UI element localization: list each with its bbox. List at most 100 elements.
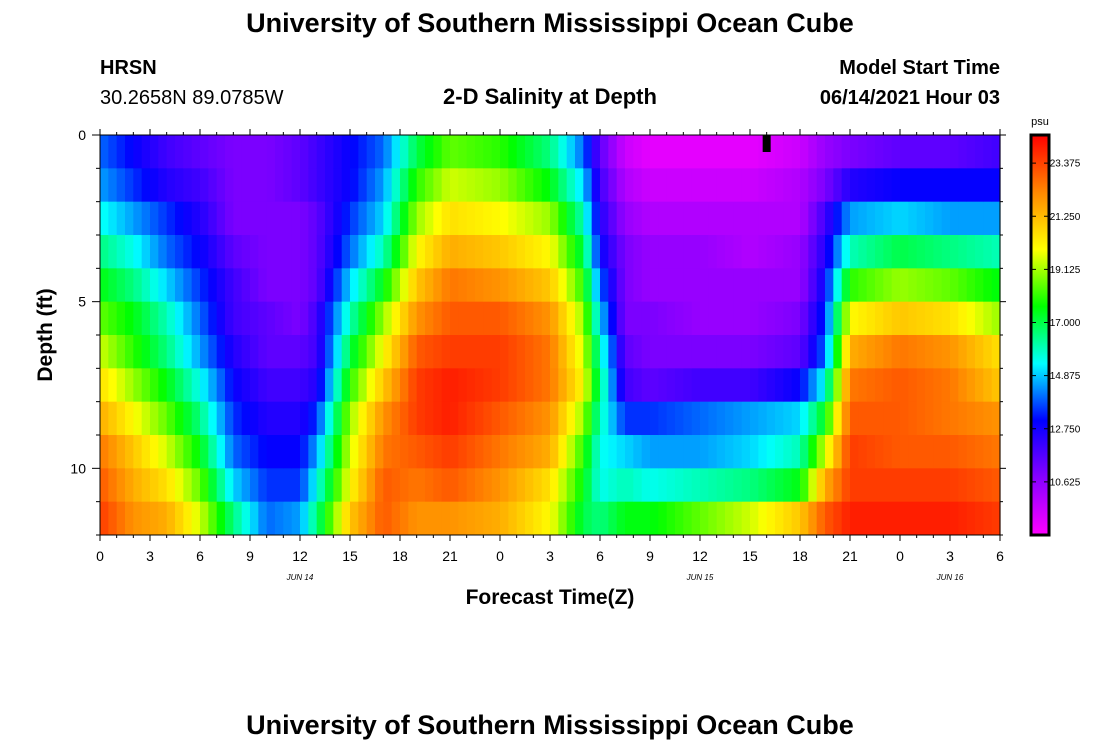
heatmap-cell <box>300 368 309 403</box>
heatmap-cell <box>758 268 768 303</box>
heatmap-cell <box>716 301 726 336</box>
heatmap-cell <box>466 501 476 536</box>
heatmap-cell <box>641 401 651 436</box>
heatmap-cell <box>908 235 918 269</box>
heatmap-cell <box>566 268 576 303</box>
heatmap-cell <box>775 168 784 203</box>
heatmap-cell <box>616 235 626 269</box>
heatmap-cell <box>808 335 818 369</box>
heatmap-cell <box>500 468 509 503</box>
heatmap-cell <box>983 368 993 403</box>
heatmap-cell <box>925 268 934 303</box>
heatmap-cell <box>366 501 376 536</box>
heatmap-cell <box>808 268 818 303</box>
heatmap-cell <box>900 435 909 469</box>
heatmap-cell <box>616 135 626 169</box>
heatmap-cell <box>566 135 576 169</box>
heatmap-cell <box>166 201 176 236</box>
heatmap-cell <box>283 501 293 536</box>
heatmap-cell <box>500 135 509 169</box>
heatmap-cell <box>316 135 326 169</box>
heatmap-cell <box>291 235 301 269</box>
heatmap-cell <box>525 335 534 369</box>
heatmap-cell <box>400 168 409 203</box>
heatmap-cell <box>675 135 684 169</box>
heatmap-cell <box>650 435 659 469</box>
heatmap-cell <box>675 235 684 269</box>
heatmap-cell <box>816 468 826 503</box>
heatmap-cell <box>575 168 584 203</box>
heatmap-cell <box>391 235 401 269</box>
heatmap-cell <box>391 368 401 403</box>
heatmap-cell <box>991 468 1001 503</box>
heatmap-cell <box>991 168 1001 203</box>
heatmap-cell <box>991 135 1001 169</box>
heatmap-cell <box>550 335 559 369</box>
heatmap-cell <box>508 268 518 303</box>
heatmap-cell <box>841 301 851 336</box>
heatmap-cell <box>641 301 651 336</box>
heatmap-cell <box>791 235 801 269</box>
heatmap-cell <box>666 335 676 369</box>
heatmap-cell <box>866 501 876 536</box>
heatmap-cell <box>308 501 318 536</box>
heatmap-cell <box>600 201 609 236</box>
heatmap-cell <box>491 168 501 203</box>
heatmap-cell <box>891 368 901 403</box>
heatmap-cell <box>733 335 743 369</box>
colorbar-unit: psu <box>1031 116 1049 128</box>
heatmap-cell <box>408 201 418 236</box>
x-axis-label: Forecast Time(Z) <box>466 586 635 609</box>
heatmap-cell <box>208 468 218 503</box>
heatmap-cell <box>575 468 584 503</box>
heatmap-cell <box>208 201 218 236</box>
heatmap-cell <box>100 468 109 503</box>
heatmap-cell <box>800 301 809 336</box>
heatmap-cell <box>925 368 934 403</box>
heatmap-cell <box>458 501 468 536</box>
heatmap-cell <box>416 168 426 203</box>
heatmap-cell <box>941 435 951 469</box>
heatmap-cell <box>866 268 876 303</box>
heatmap-cell <box>783 235 793 269</box>
heatmap-cell <box>950 135 959 169</box>
heatmap-cell <box>291 335 301 369</box>
heatmap-cell <box>333 135 343 169</box>
heatmap-cell <box>666 435 676 469</box>
heatmap-cell <box>975 501 984 536</box>
heatmap-cell <box>125 235 134 269</box>
heatmap-cell <box>775 235 784 269</box>
heatmap-cell <box>158 501 168 536</box>
heatmap-cell <box>633 135 643 169</box>
heatmap-cell <box>850 501 859 536</box>
heatmap-cell <box>341 435 351 469</box>
heatmap-cell <box>475 301 484 336</box>
heatmap-cell <box>583 168 593 203</box>
heatmap-cell <box>425 168 434 203</box>
heatmap-cell <box>183 168 193 203</box>
heatmap-cell <box>458 168 468 203</box>
heatmap-cell <box>566 368 576 403</box>
heatmap-cell <box>416 235 426 269</box>
heatmap-cell <box>933 368 943 403</box>
heatmap-cell <box>925 235 934 269</box>
heatmap-cell <box>741 201 751 236</box>
heatmap-cell <box>166 368 176 403</box>
heatmap-cell <box>550 268 559 303</box>
heatmap-cell <box>350 135 359 169</box>
heatmap-cell <box>941 135 951 169</box>
heatmap-cell <box>350 435 359 469</box>
heatmap-cell <box>150 335 159 369</box>
heatmap-cell <box>358 368 368 403</box>
heatmap-cell <box>683 135 693 169</box>
heatmap-cell <box>250 168 259 203</box>
heatmap-cell <box>366 235 376 269</box>
heatmap-cell <box>741 135 751 169</box>
heatmap-cell <box>700 301 709 336</box>
heatmap-cell <box>816 268 826 303</box>
heatmap-cell <box>225 135 234 169</box>
heatmap-cell <box>683 468 693 503</box>
heatmap-cell <box>541 401 551 436</box>
heatmap-cell <box>133 168 143 203</box>
heatmap-cell <box>325 401 334 436</box>
